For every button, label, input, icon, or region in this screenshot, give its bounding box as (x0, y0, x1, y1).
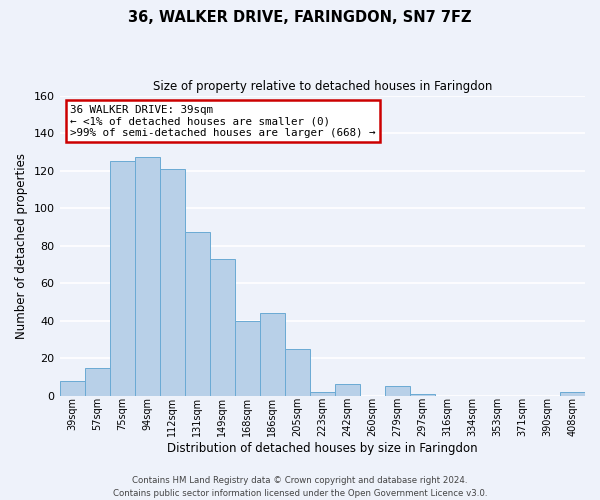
Bar (134, 158, 160, 396)
Bar (260, 313, 285, 396)
Text: 36, WALKER DRIVE, FARINGDON, SN7 7FZ: 36, WALKER DRIVE, FARINGDON, SN7 7FZ (128, 10, 472, 25)
Bar (110, 161, 134, 396)
Bar (310, 392, 335, 396)
Title: Size of property relative to detached houses in Faringdon: Size of property relative to detached ho… (152, 80, 492, 93)
Y-axis label: Number of detached properties: Number of detached properties (15, 152, 28, 338)
Text: 36 WALKER DRIVE: 39sqm
← <1% of detached houses are smaller (0)
>99% of semi-det: 36 WALKER DRIVE: 39sqm ← <1% of detached… (70, 104, 376, 138)
Bar (560, 392, 585, 396)
Bar (160, 168, 185, 396)
Bar (59, 380, 85, 396)
Bar (235, 320, 260, 396)
Bar (335, 384, 360, 396)
Bar (209, 258, 235, 396)
Text: Contains HM Land Registry data © Crown copyright and database right 2024.
Contai: Contains HM Land Registry data © Crown c… (113, 476, 487, 498)
X-axis label: Distribution of detached houses by size in Faringdon: Distribution of detached houses by size … (167, 442, 478, 455)
Bar (185, 232, 209, 396)
Bar (285, 349, 310, 396)
Bar (85, 368, 110, 396)
Bar (385, 386, 410, 396)
Bar (410, 394, 435, 396)
